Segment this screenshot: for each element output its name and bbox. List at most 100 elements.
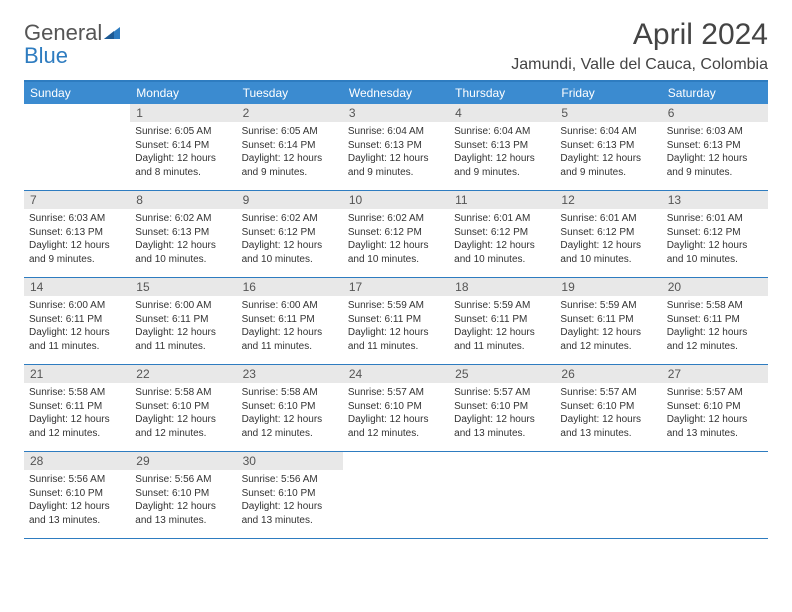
day-detail-line: Daylight: 12 hours <box>348 152 444 166</box>
day-detail-line: and 9 minutes. <box>667 166 763 180</box>
day-number: 3 <box>343 104 449 122</box>
day-detail-line: and 10 minutes. <box>242 253 338 267</box>
day-detail-line: Sunrise: 5:57 AM <box>348 386 444 400</box>
day-cell: 8Sunrise: 6:02 AMSunset: 6:13 PMDaylight… <box>130 191 236 277</box>
day-detail-line: Sunset: 6:11 PM <box>29 313 125 327</box>
day-details: Sunrise: 5:56 AMSunset: 6:10 PMDaylight:… <box>237 470 343 531</box>
day-detail-line: and 12 minutes. <box>29 427 125 441</box>
day-details: Sunrise: 5:58 AMSunset: 6:10 PMDaylight:… <box>130 383 236 444</box>
day-detail-line: Sunset: 6:13 PM <box>560 139 656 153</box>
day-number: 16 <box>237 278 343 296</box>
day-cell: 2Sunrise: 6:05 AMSunset: 6:14 PMDaylight… <box>237 104 343 190</box>
day-detail-line: and 9 minutes. <box>454 166 550 180</box>
day-number: 1 <box>130 104 236 122</box>
day-detail-line: Sunset: 6:11 PM <box>135 313 231 327</box>
day-details: Sunrise: 5:58 AMSunset: 6:11 PMDaylight:… <box>662 296 768 357</box>
day-details: Sunrise: 5:58 AMSunset: 6:11 PMDaylight:… <box>24 383 130 444</box>
day-detail-line: and 10 minutes. <box>560 253 656 267</box>
day-detail-line: Sunrise: 6:00 AM <box>242 299 338 313</box>
day-number: 10 <box>343 191 449 209</box>
day-details: Sunrise: 6:04 AMSunset: 6:13 PMDaylight:… <box>555 122 661 183</box>
day-detail-line: Sunrise: 5:57 AM <box>560 386 656 400</box>
day-detail-line: Sunrise: 5:56 AM <box>242 473 338 487</box>
day-number: 17 <box>343 278 449 296</box>
day-number: 25 <box>449 365 555 383</box>
day-detail-line: Sunset: 6:14 PM <box>135 139 231 153</box>
day-detail-line: Sunrise: 6:01 AM <box>560 212 656 226</box>
day-cell: 26Sunrise: 5:57 AMSunset: 6:10 PMDayligh… <box>555 365 661 451</box>
month-title: April 2024 <box>511 18 768 52</box>
day-detail-line: Sunrise: 5:56 AM <box>29 473 125 487</box>
day-detail-line: Daylight: 12 hours <box>29 413 125 427</box>
day-details: Sunrise: 6:04 AMSunset: 6:13 PMDaylight:… <box>449 122 555 183</box>
day-number: 12 <box>555 191 661 209</box>
day-detail-line: Sunrise: 5:59 AM <box>454 299 550 313</box>
day-detail-line: Daylight: 12 hours <box>348 326 444 340</box>
day-detail-line: Sunrise: 6:02 AM <box>348 212 444 226</box>
day-cell: 17Sunrise: 5:59 AMSunset: 6:11 PMDayligh… <box>343 278 449 364</box>
day-detail-line: Daylight: 12 hours <box>667 239 763 253</box>
day-detail-line: Sunrise: 6:05 AM <box>242 125 338 139</box>
day-detail-line: and 13 minutes. <box>135 514 231 528</box>
day-number: 11 <box>449 191 555 209</box>
day-cell <box>343 452 449 538</box>
day-detail-line: Sunset: 6:11 PM <box>454 313 550 327</box>
logo-text-block: General Blue <box>24 22 122 67</box>
day-cell: 25Sunrise: 5:57 AMSunset: 6:10 PMDayligh… <box>449 365 555 451</box>
day-details: Sunrise: 5:58 AMSunset: 6:10 PMDaylight:… <box>237 383 343 444</box>
day-detail-line: Daylight: 12 hours <box>242 326 338 340</box>
day-number: 23 <box>237 365 343 383</box>
day-detail-line: and 10 minutes. <box>348 253 444 267</box>
day-detail-line: and 12 minutes. <box>135 427 231 441</box>
day-detail-line: Sunrise: 5:58 AM <box>29 386 125 400</box>
day-details: Sunrise: 5:57 AMSunset: 6:10 PMDaylight:… <box>662 383 768 444</box>
day-detail-line: Sunset: 6:12 PM <box>454 226 550 240</box>
day-number: 21 <box>24 365 130 383</box>
day-number: 7 <box>24 191 130 209</box>
day-detail-line: and 12 minutes. <box>560 340 656 354</box>
day-cell: 5Sunrise: 6:04 AMSunset: 6:13 PMDaylight… <box>555 104 661 190</box>
weeks: 1Sunrise: 6:05 AMSunset: 6:14 PMDaylight… <box>24 104 768 539</box>
day-cell: 23Sunrise: 5:58 AMSunset: 6:10 PMDayligh… <box>237 365 343 451</box>
day-detail-line: Sunset: 6:10 PM <box>667 400 763 414</box>
week-row: 21Sunrise: 5:58 AMSunset: 6:11 PMDayligh… <box>24 365 768 452</box>
weekday-label: Tuesday <box>237 82 343 104</box>
weekday-label: Saturday <box>662 82 768 104</box>
day-detail-line: and 12 minutes. <box>348 427 444 441</box>
day-detail-line: Sunrise: 6:03 AM <box>667 125 763 139</box>
day-cell: 18Sunrise: 5:59 AMSunset: 6:11 PMDayligh… <box>449 278 555 364</box>
day-detail-line: Daylight: 12 hours <box>242 413 338 427</box>
day-number: 15 <box>130 278 236 296</box>
day-detail-line: and 13 minutes. <box>667 427 763 441</box>
day-detail-line: Daylight: 12 hours <box>667 152 763 166</box>
day-detail-line: Daylight: 12 hours <box>242 500 338 514</box>
day-details: Sunrise: 6:03 AMSunset: 6:13 PMDaylight:… <box>662 122 768 183</box>
day-detail-line: Daylight: 12 hours <box>29 500 125 514</box>
day-details: Sunrise: 5:56 AMSunset: 6:10 PMDaylight:… <box>24 470 130 531</box>
weekday-header: SundayMondayTuesdayWednesdayThursdayFrid… <box>24 82 768 104</box>
day-detail-line: Sunset: 6:11 PM <box>348 313 444 327</box>
day-detail-line: and 12 minutes. <box>242 427 338 441</box>
day-number: 14 <box>24 278 130 296</box>
day-number: 19 <box>555 278 661 296</box>
day-detail-line: and 11 minutes. <box>242 340 338 354</box>
day-detail-line: Daylight: 12 hours <box>560 239 656 253</box>
day-detail-line: Sunrise: 6:03 AM <box>29 212 125 226</box>
day-cell: 19Sunrise: 5:59 AMSunset: 6:11 PMDayligh… <box>555 278 661 364</box>
weekday-label: Sunday <box>24 82 130 104</box>
day-cell: 29Sunrise: 5:56 AMSunset: 6:10 PMDayligh… <box>130 452 236 538</box>
week-row: 14Sunrise: 6:00 AMSunset: 6:11 PMDayligh… <box>24 278 768 365</box>
day-details: Sunrise: 6:05 AMSunset: 6:14 PMDaylight:… <box>130 122 236 183</box>
day-cell: 3Sunrise: 6:04 AMSunset: 6:13 PMDaylight… <box>343 104 449 190</box>
week-row: 28Sunrise: 5:56 AMSunset: 6:10 PMDayligh… <box>24 452 768 539</box>
day-detail-line: Daylight: 12 hours <box>667 326 763 340</box>
day-detail-line: and 11 minutes. <box>348 340 444 354</box>
day-detail-line: Sunset: 6:12 PM <box>667 226 763 240</box>
day-detail-line: Sunset: 6:11 PM <box>560 313 656 327</box>
day-detail-line: Daylight: 12 hours <box>242 152 338 166</box>
day-detail-line: Sunrise: 6:05 AM <box>135 125 231 139</box>
weekday-label: Wednesday <box>343 82 449 104</box>
day-number: 4 <box>449 104 555 122</box>
day-detail-line: Sunrise: 5:59 AM <box>560 299 656 313</box>
day-details: Sunrise: 6:02 AMSunset: 6:13 PMDaylight:… <box>130 209 236 270</box>
